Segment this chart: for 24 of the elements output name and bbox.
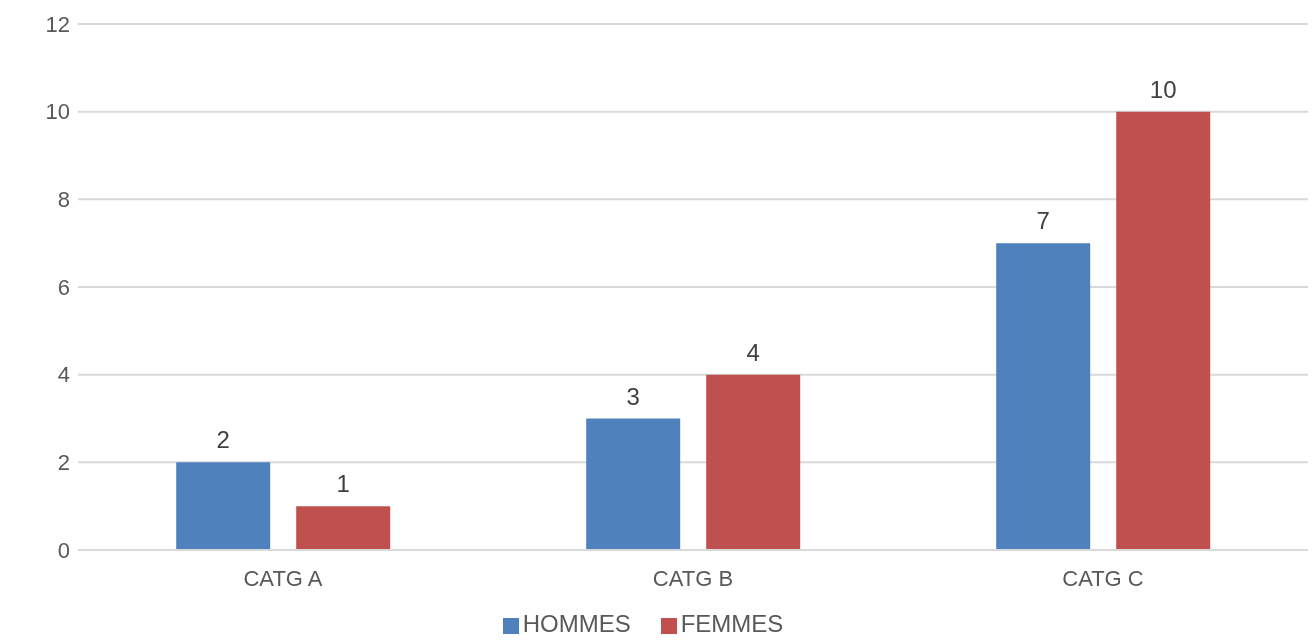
legend-label: FEMMES: [680, 610, 784, 637]
legend-label: HOMMES: [522, 610, 631, 637]
bar: [586, 418, 681, 550]
data-label: 10: [1149, 75, 1177, 103]
bar: [996, 243, 1091, 550]
bar: [706, 374, 801, 550]
y-tick-label: 8: [57, 187, 70, 213]
data-label: 7: [1036, 207, 1050, 235]
y-tick-label: 4: [57, 362, 70, 388]
data-label: 3: [626, 382, 640, 410]
y-tick-label: 6: [57, 274, 70, 300]
data-label: 4: [746, 338, 760, 366]
x-tick-label: CATG B: [652, 565, 734, 591]
bar: [296, 506, 391, 550]
y-tick-label: 2: [57, 450, 70, 476]
y-tick-label: 12: [45, 11, 70, 37]
y-tick-label: 10: [45, 99, 70, 125]
bar: [176, 462, 271, 550]
y-tick-label: 0: [57, 537, 70, 563]
x-tick-label: CATG C: [1062, 565, 1144, 591]
x-tick-label: CATG A: [243, 565, 323, 591]
data-label: 1: [336, 470, 350, 498]
bar: [1116, 111, 1211, 550]
data-label: 2: [216, 426, 230, 454]
